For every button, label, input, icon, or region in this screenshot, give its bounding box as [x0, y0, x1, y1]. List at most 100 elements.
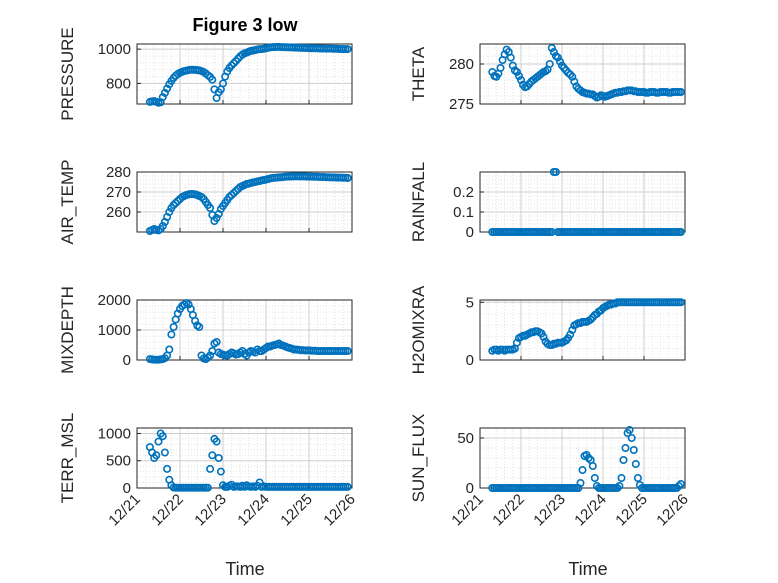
h2omixra-point [676, 298, 685, 307]
rainfall-ytick-label: 0.1 [453, 204, 474, 221]
sun_flux-point [625, 425, 634, 434]
terr_msl-point [212, 437, 221, 446]
sun_flux-point [590, 473, 599, 482]
theta-point [547, 43, 556, 52]
theta-point [553, 53, 562, 62]
mixdepth-point [167, 330, 176, 339]
theta-ylabel: THETA [409, 46, 428, 101]
mixdepth-point [165, 345, 174, 354]
sun_flux-ytick-label: 0 [466, 480, 474, 497]
mixdepth-ytick-label: 0 [123, 352, 131, 369]
sun_flux-series [488, 425, 685, 492]
air_temp-point [171, 199, 180, 208]
pressure-point [163, 84, 172, 93]
sun_flux-axes-box [479, 427, 686, 489]
mixdepth-point [203, 353, 212, 362]
air_temp-series [145, 172, 352, 236]
rainfall-axes-box [479, 171, 686, 233]
pressure-point [227, 61, 236, 70]
rainfall-panel: 0 0.1 0.2 RAINFALL [409, 162, 686, 242]
rainfall-ytick-label: 0 [466, 224, 474, 241]
pressure-ytick-label: 800 [106, 75, 131, 92]
pressure-panel: 800 1000 PRESSURE [58, 27, 353, 121]
air_temp-point [343, 174, 352, 183]
terr_msl-point [163, 464, 172, 473]
theta-point [545, 59, 554, 68]
pressure-point [158, 93, 167, 102]
figure-title: Figure 3 low [192, 15, 298, 35]
h2omixra-series [488, 298, 685, 355]
rainfall-plot-area [480, 172, 685, 232]
sun_flux-point [633, 473, 642, 482]
pressure-point [219, 79, 228, 88]
pressure-point [169, 73, 178, 82]
terr_msl-point [214, 453, 223, 462]
rainfall-point [551, 168, 560, 177]
mixdepth-point [212, 337, 221, 346]
mixdepth-panel: 0 1000 2000 MIXDEPTH [58, 286, 353, 374]
mixdepth-ytick-label: 1000 [98, 322, 131, 339]
mixdepth-axes-box [136, 299, 353, 361]
air_temp-point [158, 222, 167, 231]
air-temp-ylabel: AIR_TEMP [58, 159, 77, 244]
theta-series [488, 43, 685, 102]
sun-flux-ylabel: SUN_FLUX [409, 414, 428, 503]
terr_msl-ytick-label: 1000 [98, 425, 131, 442]
pressure-point [229, 59, 238, 68]
air_temp-ytick-label: 280 [106, 164, 131, 181]
theta-ytick-label: 275 [449, 96, 474, 113]
mixdepth-ylabel: MIXDEPTH [58, 286, 77, 374]
air_temp-point [165, 208, 174, 217]
mixdepth-point [169, 322, 178, 331]
sun_flux-point [615, 481, 624, 490]
terr_msl-point [206, 464, 215, 473]
h2omixra-ylabel: H2OMIXRA [409, 285, 428, 374]
air_temp-point [206, 204, 215, 213]
rainfall-ylabel: RAINFALL [409, 162, 428, 242]
pressure-point [343, 45, 352, 54]
sun_flux-point [629, 445, 638, 454]
air-temp-panel: 260 270 280 AIR_TEMP [58, 159, 353, 245]
air_temp-ytick-label: 270 [106, 184, 131, 201]
pressure-point [208, 75, 217, 84]
terr_msl-ytick-label: 500 [106, 453, 131, 470]
air_temp-axes-box [136, 171, 353, 233]
mixdepth-point [195, 322, 204, 331]
sun_flux-point [672, 483, 681, 492]
sun_flux-point [617, 473, 626, 482]
mixdepth-point [343, 346, 352, 355]
sun_flux-ytick-label: 50 [457, 430, 474, 447]
sun_flux-point [621, 443, 630, 452]
terr_msl-point [216, 467, 225, 476]
sun_flux-point [584, 453, 593, 462]
pressure-ytick-label: 1000 [98, 41, 131, 58]
theta-point [506, 53, 515, 62]
air_temp-ytick-label: 260 [106, 204, 131, 221]
theta-point [555, 57, 564, 66]
terr_msl-point [152, 451, 161, 460]
theta-point [514, 72, 523, 81]
mixdepth-ytick-label: 2000 [98, 292, 131, 309]
time-xlabel-right: Time [568, 559, 607, 579]
air_temp-point [169, 201, 178, 210]
theta-ytick-label: 280 [449, 56, 474, 73]
terr_msl-point [343, 482, 352, 491]
sun_flux-point [578, 465, 587, 474]
h2omixra-panel: 0 5 H2OMIXRA [409, 285, 686, 374]
terr_msl-series [145, 429, 352, 492]
terr_msl-ytick-label: 0 [123, 480, 131, 497]
air_temp-point [229, 189, 238, 198]
theta-point [549, 47, 558, 56]
sun_flux-point [613, 483, 622, 492]
rainfall-point [676, 228, 685, 237]
sun_flux-point [674, 481, 683, 490]
air_temp-point [212, 214, 221, 223]
theta-point [676, 88, 685, 97]
sun_flux-point [631, 459, 640, 468]
h2omixra-point [568, 325, 577, 334]
h2omixra-ytick-label: 5 [466, 294, 474, 311]
terr_msl-point [255, 478, 264, 487]
rainfall-ytick-label: 0.2 [453, 184, 474, 201]
